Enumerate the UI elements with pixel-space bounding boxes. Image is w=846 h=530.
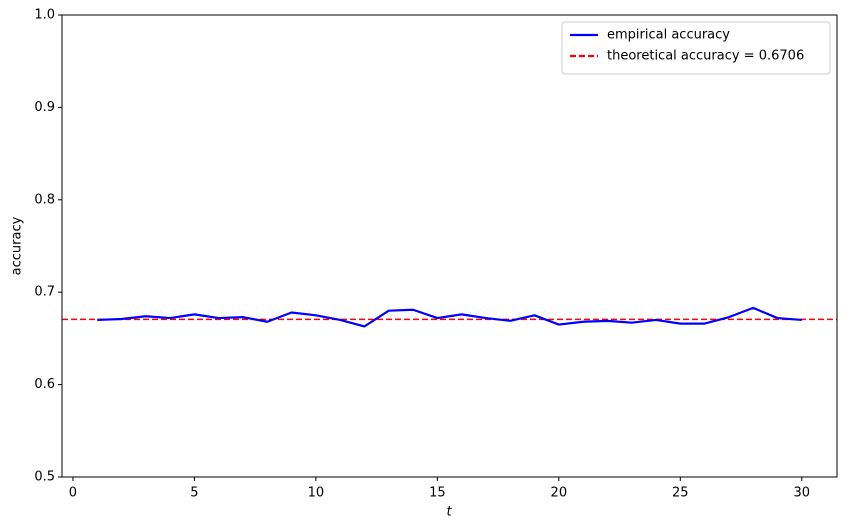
y-tick-label: 0.5: [34, 470, 55, 485]
y-tick-label: 0.9: [34, 100, 55, 115]
y-axis-label: accuracy: [10, 216, 25, 275]
y-tick-label: 1.0: [34, 8, 55, 23]
data-line: [97, 306, 802, 328]
x-tick-label: 20: [551, 486, 568, 501]
y-tick-label: 0.6: [34, 377, 55, 392]
legend-label: theoretical accuracy = 0.6706: [607, 49, 804, 64]
x-tick-label: 10: [308, 486, 325, 501]
x-tick-label: 15: [429, 486, 446, 501]
legend-box: [561, 21, 831, 75]
plot-frame: [61, 14, 838, 478]
y-tick-label: 0.8: [34, 192, 55, 207]
x-axis-label: t: [446, 505, 452, 520]
legend-label: empirical accuracy: [607, 28, 730, 43]
x-tick-label: 30: [793, 486, 810, 501]
x-tick-label: 5: [190, 486, 198, 501]
x-tick-label: 0: [69, 486, 77, 501]
y-tick-label: 0.7: [34, 285, 55, 300]
x-tick-label: 25: [672, 486, 689, 501]
